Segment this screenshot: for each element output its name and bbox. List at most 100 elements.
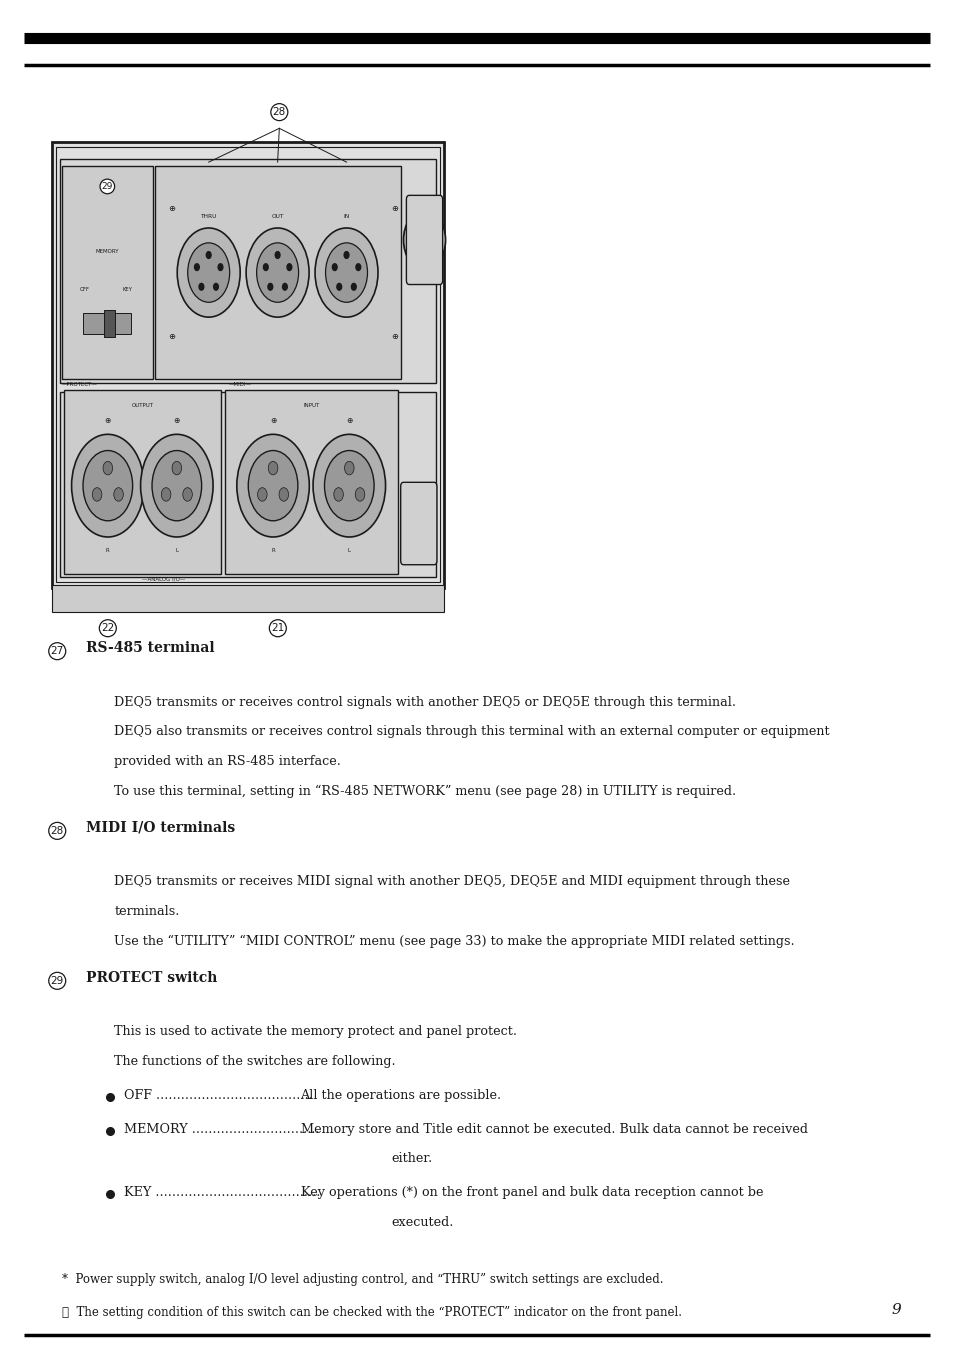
Bar xyxy=(56,147,439,582)
Text: provided with an RS-485 interface.: provided with an RS-485 interface. xyxy=(114,755,341,769)
Text: To use this terminal, setting in “RS-485 NETWORK” menu (see page 28) in UTILITY : To use this terminal, setting in “RS-485… xyxy=(114,785,736,798)
Text: RS-485 terminal: RS-485 terminal xyxy=(86,642,214,655)
Circle shape xyxy=(248,450,297,520)
FancyBboxPatch shape xyxy=(400,482,436,565)
Circle shape xyxy=(71,434,144,536)
Bar xyxy=(52,142,443,588)
Circle shape xyxy=(206,251,211,258)
Circle shape xyxy=(344,461,354,474)
Circle shape xyxy=(344,251,349,258)
Text: OFF ......................................: OFF ....................................… xyxy=(124,1089,313,1102)
Text: R: R xyxy=(271,547,274,553)
Text: 9: 9 xyxy=(891,1304,901,1317)
Text: 28: 28 xyxy=(273,107,286,118)
Bar xyxy=(64,390,220,574)
Text: 22: 22 xyxy=(101,623,114,634)
Circle shape xyxy=(268,284,273,290)
Circle shape xyxy=(257,488,267,501)
Text: OUT: OUT xyxy=(272,213,283,219)
Text: ☆  The setting condition of this switch can be checked with the “PROTECT” indica: ☆ The setting condition of this switch c… xyxy=(62,1306,681,1320)
Text: L: L xyxy=(175,547,178,553)
Text: ⊕: ⊕ xyxy=(168,332,175,340)
Circle shape xyxy=(103,461,112,474)
Circle shape xyxy=(334,488,343,501)
Text: terminals.: terminals. xyxy=(114,905,180,919)
Bar xyxy=(103,311,114,338)
Circle shape xyxy=(256,243,298,303)
Circle shape xyxy=(355,488,364,501)
Text: IN: IN xyxy=(343,213,350,219)
Bar xyxy=(154,166,400,378)
Bar xyxy=(60,159,436,384)
Text: DEQ5 transmits or receives control signals with another DEQ5 or DEQ5E through th: DEQ5 transmits or receives control signa… xyxy=(114,696,736,709)
Circle shape xyxy=(314,228,377,317)
Text: PROTECT switch: PROTECT switch xyxy=(86,971,217,985)
Text: 21: 21 xyxy=(271,623,284,634)
Text: R: R xyxy=(106,547,110,553)
Text: L: L xyxy=(348,547,351,553)
Circle shape xyxy=(246,228,309,317)
Text: either.: either. xyxy=(391,1152,432,1166)
Text: KEY ........................................: KEY ....................................… xyxy=(124,1186,320,1200)
Circle shape xyxy=(313,434,385,536)
Text: 28: 28 xyxy=(51,825,64,836)
Circle shape xyxy=(199,284,204,290)
Circle shape xyxy=(282,284,287,290)
Circle shape xyxy=(236,434,309,536)
Text: ⊕: ⊕ xyxy=(346,416,352,426)
Circle shape xyxy=(194,263,199,270)
Circle shape xyxy=(324,450,374,520)
Circle shape xyxy=(278,488,288,501)
Text: DEQ5 transmits or receives MIDI signal with another DEQ5, DEQ5E and MIDI equipme: DEQ5 transmits or receives MIDI signal w… xyxy=(114,875,790,889)
Circle shape xyxy=(287,263,292,270)
Text: OUTPUT: OUTPUT xyxy=(132,403,153,408)
Circle shape xyxy=(351,284,355,290)
Text: The functions of the switches are following.: The functions of the switches are follow… xyxy=(114,1055,395,1069)
Circle shape xyxy=(152,450,201,520)
Bar xyxy=(83,313,131,335)
Text: ⊕: ⊕ xyxy=(168,204,175,213)
Text: executed.: executed. xyxy=(391,1216,453,1229)
Text: ⊕: ⊕ xyxy=(105,416,111,426)
Text: DEQ5 also transmits or receives control signals through this terminal with an ex: DEQ5 also transmits or receives control … xyxy=(114,725,829,739)
Bar xyxy=(224,390,397,574)
Circle shape xyxy=(263,263,268,270)
Bar xyxy=(60,393,436,577)
Circle shape xyxy=(177,228,240,317)
Text: MEMORY: MEMORY xyxy=(95,249,119,254)
Text: 29: 29 xyxy=(51,975,64,986)
Text: ⊕: ⊕ xyxy=(391,332,398,340)
Text: *  Power supply switch, analog I/O level adjusting control, and “THRU” switch se: * Power supply switch, analog I/O level … xyxy=(62,1273,663,1286)
Text: —MIDI—: —MIDI— xyxy=(228,381,252,386)
Bar xyxy=(52,585,443,612)
Text: 27: 27 xyxy=(51,646,64,657)
Text: 29: 29 xyxy=(102,182,112,190)
Circle shape xyxy=(274,251,280,258)
Text: Key operations (*) on the front panel and bulk data reception cannot be: Key operations (*) on the front panel an… xyxy=(300,1186,762,1200)
Circle shape xyxy=(332,263,336,270)
Text: —ANALOG I/O—: —ANALOG I/O— xyxy=(141,577,185,582)
Text: ⊕: ⊕ xyxy=(270,416,276,426)
Circle shape xyxy=(113,488,123,501)
Circle shape xyxy=(218,263,223,270)
Text: Memory store and Title edit cannot be executed. Bulk data cannot be received: Memory store and Title edit cannot be ex… xyxy=(300,1123,806,1136)
Text: ⊕: ⊕ xyxy=(173,416,180,426)
Text: OFF: OFF xyxy=(80,286,90,292)
Circle shape xyxy=(336,284,341,290)
Circle shape xyxy=(183,488,193,501)
Text: ⊕: ⊕ xyxy=(391,204,398,213)
Text: MEMORY ...............................: MEMORY ............................... xyxy=(124,1123,319,1136)
Text: THRU: THRU xyxy=(200,213,216,219)
Circle shape xyxy=(188,243,230,303)
Text: KEY: KEY xyxy=(122,286,132,292)
Text: MIDI I/O terminals: MIDI I/O terminals xyxy=(86,821,234,835)
Circle shape xyxy=(355,263,360,270)
Circle shape xyxy=(83,450,132,520)
Circle shape xyxy=(140,434,213,536)
Circle shape xyxy=(403,211,445,270)
Circle shape xyxy=(213,284,218,290)
Circle shape xyxy=(325,243,367,303)
Text: INPUT: INPUT xyxy=(303,403,319,408)
Circle shape xyxy=(268,461,277,474)
Text: —PROTECT—: —PROTECT— xyxy=(62,381,98,386)
